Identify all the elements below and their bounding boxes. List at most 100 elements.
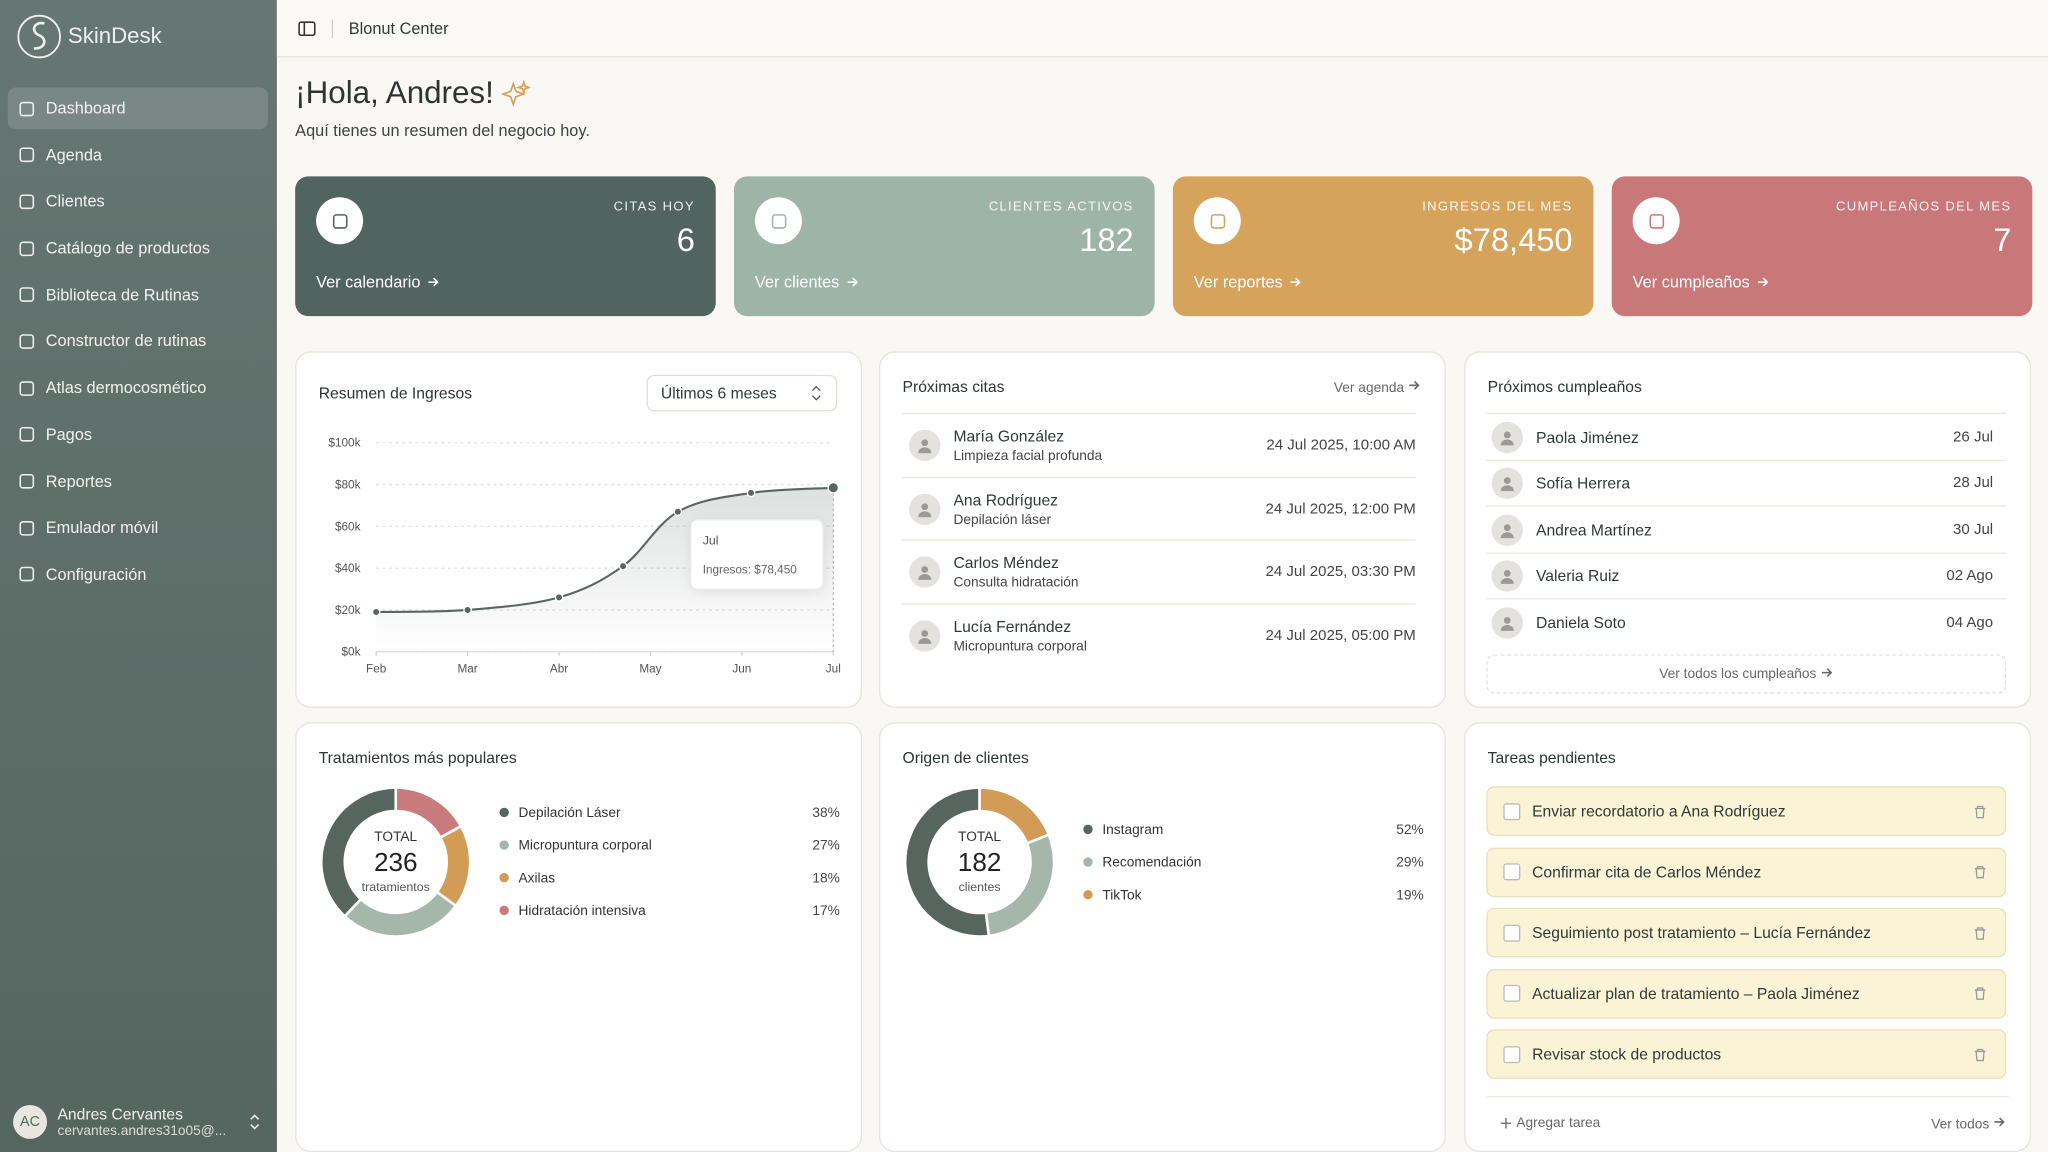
appointments-panel: Próximas citas Ver agenda María González… [879, 351, 1446, 708]
person-icon [1500, 616, 1514, 631]
arrow [1408, 379, 1421, 396]
icon [19, 101, 35, 116]
period-select[interactable]: Últimos 6 meses [646, 374, 838, 412]
legend-label: Instagram [1102, 822, 1163, 837]
checkbox[interactable] [1503, 802, 1521, 820]
avatar [909, 556, 941, 589]
icon [771, 213, 786, 229]
nav-item[interactable]: Emulador móvil [8, 507, 268, 549]
avatar [1491, 606, 1523, 639]
person-icon [918, 502, 932, 517]
greeting-subtitle: Aquí tienes un resumen del negocio hoy. [295, 121, 590, 140]
client-name: Ana Rodríguez [953, 490, 1059, 509]
delete[interactable] [1974, 986, 1987, 1000]
link-text: Ver todos [1931, 1116, 1990, 1132]
task[interactable]: Enviar recordatorio a Ana Rodríguez [1486, 786, 2007, 836]
client-name: Carlos Méndez [953, 554, 1059, 573]
task[interactable]: Revisar stock de productos [1486, 1029, 2007, 1079]
task-text: Enviar recordatorio a Ana Rodríguez [1532, 801, 1786, 821]
appointments-link[interactable]: Ver agenda [1334, 379, 1421, 396]
delete[interactable] [1974, 804, 1987, 818]
nav-item[interactable]: Atlas dermocosmético [8, 367, 268, 409]
tasks-link[interactable]: Ver todos [1931, 1115, 2006, 1132]
service: Micropuntura corporal [953, 638, 1087, 655]
stat-card: CUMPLEAÑOS DEL MES 7 Ver cumpleaños [1611, 176, 2033, 317]
stat-icon [316, 197, 364, 245]
arrow [1757, 277, 1768, 287]
date: 04 Ago [1946, 614, 1994, 631]
nav-label: Constructor de rutinas [45, 332, 207, 351]
task[interactable]: Actualizar plan de tratamiento – Paola J… [1486, 968, 2007, 1019]
stat-link[interactable]: Ver calendario [316, 273, 440, 291]
icon [19, 334, 35, 349]
delete[interactable] [1974, 1047, 1987, 1061]
stat-link[interactable]: Ver clientes [755, 273, 859, 291]
point [618, 561, 628, 571]
task-text: Seguimiento post tratamiento – Lucía Fer… [1532, 923, 1872, 942]
nav-item[interactable]: Clientes [8, 181, 268, 223]
checkbox[interactable] [1503, 863, 1521, 881]
person-icon [1500, 569, 1514, 584]
date: 30 Jul [1953, 521, 1994, 538]
delete[interactable] [1974, 865, 1987, 879]
total-value: 182 [958, 847, 1002, 877]
arrow [1993, 1115, 2006, 1132]
user-email: cervantes.andres31o05@... [57, 1123, 227, 1139]
legend-swatch [1083, 889, 1093, 900]
icon [19, 287, 35, 303]
add-task[interactable]: Agregar tarea [1499, 1115, 1600, 1131]
user[interactable]: AC Andres Cervantes cervantes.andres31o0… [13, 1104, 261, 1139]
toggle-sidebar[interactable] [298, 19, 316, 37]
panel-title: Tratamientos más populares [318, 748, 517, 767]
checkbox[interactable] [1503, 984, 1521, 1002]
total-label: TOTAL [374, 829, 417, 844]
birthdays-link[interactable]: Ver todos los cumpleaños [1486, 654, 2007, 694]
nav-item[interactable]: Configuración [8, 554, 268, 596]
appointment-info: Lucía Fernández Micropuntura corporal [953, 618, 1265, 655]
checkbox[interactable] [1503, 924, 1521, 942]
appointment[interactable]: Ana Rodríguez Depilación láser 24 Jul 2025… [901, 476, 1416, 540]
avatar [1491, 421, 1523, 453]
service: Depilación láser [953, 511, 1052, 528]
icon [1209, 213, 1225, 229]
nav-item[interactable]: Dashboard [7, 87, 268, 130]
arrow [1994, 1117, 2005, 1127]
icon [19, 147, 35, 163]
task[interactable]: Confirmar cita de Carlos Méndez [1486, 847, 2007, 897]
stat-icon [754, 197, 802, 245]
y-tick-label: $100k [328, 437, 360, 450]
stat-link[interactable]: Ver cumpleaños [1633, 273, 1770, 291]
y-tick-label: $80k [335, 478, 361, 491]
task[interactable]: Seguimiento post tratamiento – Lucía Fer… [1486, 907, 2007, 958]
legend-label: Hidratación intensiva [519, 903, 647, 918]
appointment-info: Carlos Méndez Consulta hidratación [953, 554, 1265, 591]
person-icon [1500, 477, 1514, 492]
delete[interactable] [1974, 925, 1987, 940]
appointment[interactable]: María González Limpieza facial profunda 24… [901, 412, 1416, 477]
line-chart: $0k $20k $40k $60k $80k $100k Feb Mar Abr May Jun J… [328, 437, 840, 676]
nav-item[interactable]: Reportes [8, 460, 268, 502]
separator [331, 18, 334, 38]
panel-title: Próximas citas [902, 377, 1005, 396]
stat-label: CITAS HOY [613, 199, 695, 215]
birthday: Valeria Ruiz 02 Ago [1486, 551, 2007, 599]
nav-item[interactable]: Pagos [8, 414, 268, 456]
value-label: 38% [812, 805, 839, 820]
nav-item[interactable]: Constructor de rutinas [8, 321, 268, 363]
nav-item[interactable]: Biblioteca de Rutinas [8, 274, 268, 316]
arrow [1290, 277, 1301, 287]
avatar [909, 429, 941, 462]
date: 26 Jul [1953, 429, 1994, 445]
nav-item[interactable]: Agenda [8, 134, 268, 176]
stat-link[interactable]: Ver reportes [1194, 273, 1303, 291]
plus [1500, 1118, 1512, 1129]
legend-label: TikTok [1102, 887, 1141, 902]
appointment[interactable]: Carlos Méndez Consulta hidratación 24 Jul … [901, 539, 1416, 604]
link-text: Ver reportes [1193, 272, 1283, 292]
appointment[interactable]: Lucía Fernández Micropuntura corporal 24 J… [901, 603, 1416, 668]
stat-label: CUMPLEAÑOS DEL MES [1835, 199, 2012, 215]
donut-segment [903, 786, 991, 938]
checkbox[interactable] [1503, 1045, 1521, 1063]
nav-item[interactable]: Catálogo de productos [8, 227, 268, 269]
client-name: Sofía Herrera [1535, 474, 1631, 493]
